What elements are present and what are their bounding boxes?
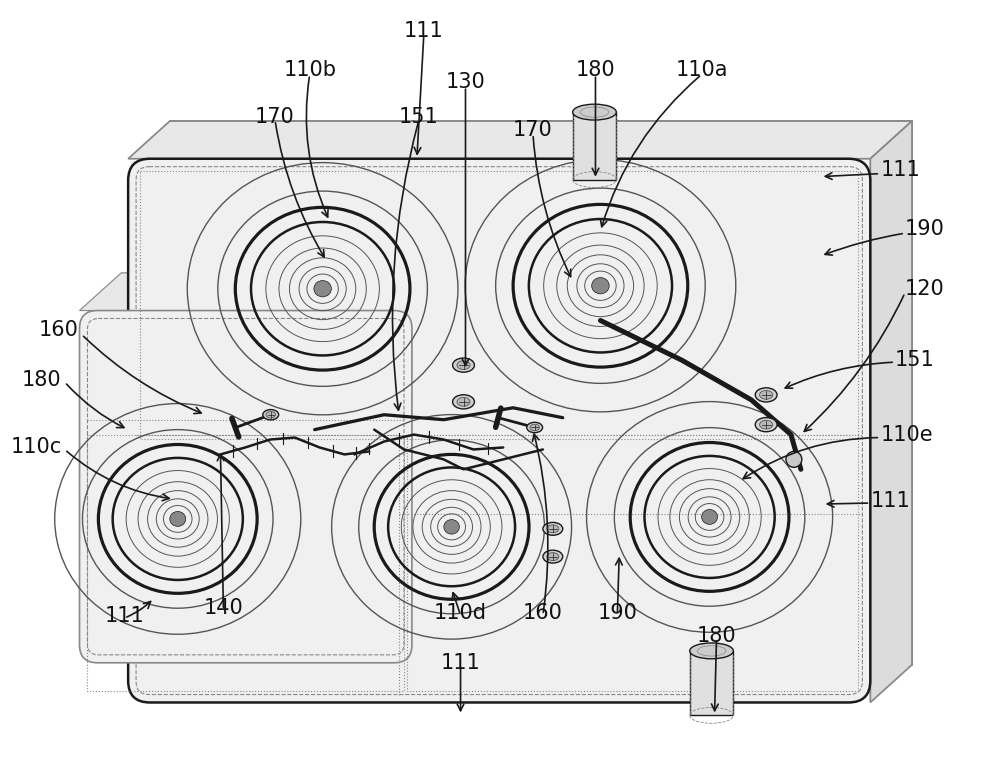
Polygon shape — [121, 273, 454, 625]
Text: 170: 170 — [513, 120, 553, 140]
Polygon shape — [128, 121, 912, 159]
Ellipse shape — [760, 420, 773, 429]
Ellipse shape — [755, 388, 777, 402]
Ellipse shape — [314, 281, 331, 297]
Text: 180: 180 — [22, 370, 62, 390]
Text: 170: 170 — [255, 107, 295, 127]
Ellipse shape — [453, 395, 474, 409]
Bar — [690, 651, 733, 715]
Text: 130: 130 — [446, 72, 485, 92]
Ellipse shape — [755, 418, 777, 431]
Text: 110a: 110a — [675, 60, 728, 81]
Text: 111: 111 — [104, 607, 144, 626]
Ellipse shape — [170, 511, 186, 527]
Ellipse shape — [573, 104, 616, 120]
Text: 160: 160 — [39, 320, 79, 340]
Polygon shape — [870, 121, 912, 702]
Bar — [407, 435, 858, 690]
Text: 151: 151 — [895, 350, 935, 370]
Ellipse shape — [543, 522, 563, 535]
Ellipse shape — [543, 550, 563, 563]
Ellipse shape — [702, 509, 718, 524]
Text: 110d: 110d — [434, 603, 487, 623]
Text: 151: 151 — [399, 107, 439, 127]
Text: 111: 111 — [404, 21, 444, 41]
Text: 120: 120 — [905, 279, 945, 299]
Ellipse shape — [527, 422, 543, 432]
Text: 140: 140 — [204, 598, 243, 618]
Ellipse shape — [530, 425, 539, 431]
Ellipse shape — [444, 520, 459, 534]
Text: 160: 160 — [523, 603, 563, 623]
Text: 180: 180 — [576, 60, 615, 81]
Bar — [573, 112, 616, 180]
Text: 111: 111 — [880, 160, 920, 180]
Bar — [140, 170, 858, 438]
FancyBboxPatch shape — [128, 159, 870, 702]
Text: 110c: 110c — [10, 438, 62, 457]
Ellipse shape — [547, 552, 559, 561]
Text: 110e: 110e — [880, 425, 933, 444]
Ellipse shape — [263, 409, 279, 420]
Polygon shape — [80, 273, 454, 310]
FancyBboxPatch shape — [80, 310, 412, 663]
Ellipse shape — [453, 358, 474, 372]
Polygon shape — [170, 121, 912, 665]
Text: 190: 190 — [905, 219, 945, 239]
Ellipse shape — [760, 390, 773, 400]
Bar — [87, 435, 404, 690]
Circle shape — [786, 451, 802, 467]
Text: 111: 111 — [441, 653, 480, 673]
Text: 110b: 110b — [283, 60, 336, 81]
Ellipse shape — [457, 361, 470, 370]
Ellipse shape — [266, 412, 275, 418]
Text: 180: 180 — [697, 626, 736, 646]
Ellipse shape — [457, 397, 470, 406]
Text: 190: 190 — [597, 603, 637, 623]
Ellipse shape — [690, 643, 733, 659]
Ellipse shape — [547, 525, 559, 533]
Ellipse shape — [592, 278, 609, 294]
Polygon shape — [412, 273, 454, 663]
Text: 111: 111 — [870, 491, 910, 511]
